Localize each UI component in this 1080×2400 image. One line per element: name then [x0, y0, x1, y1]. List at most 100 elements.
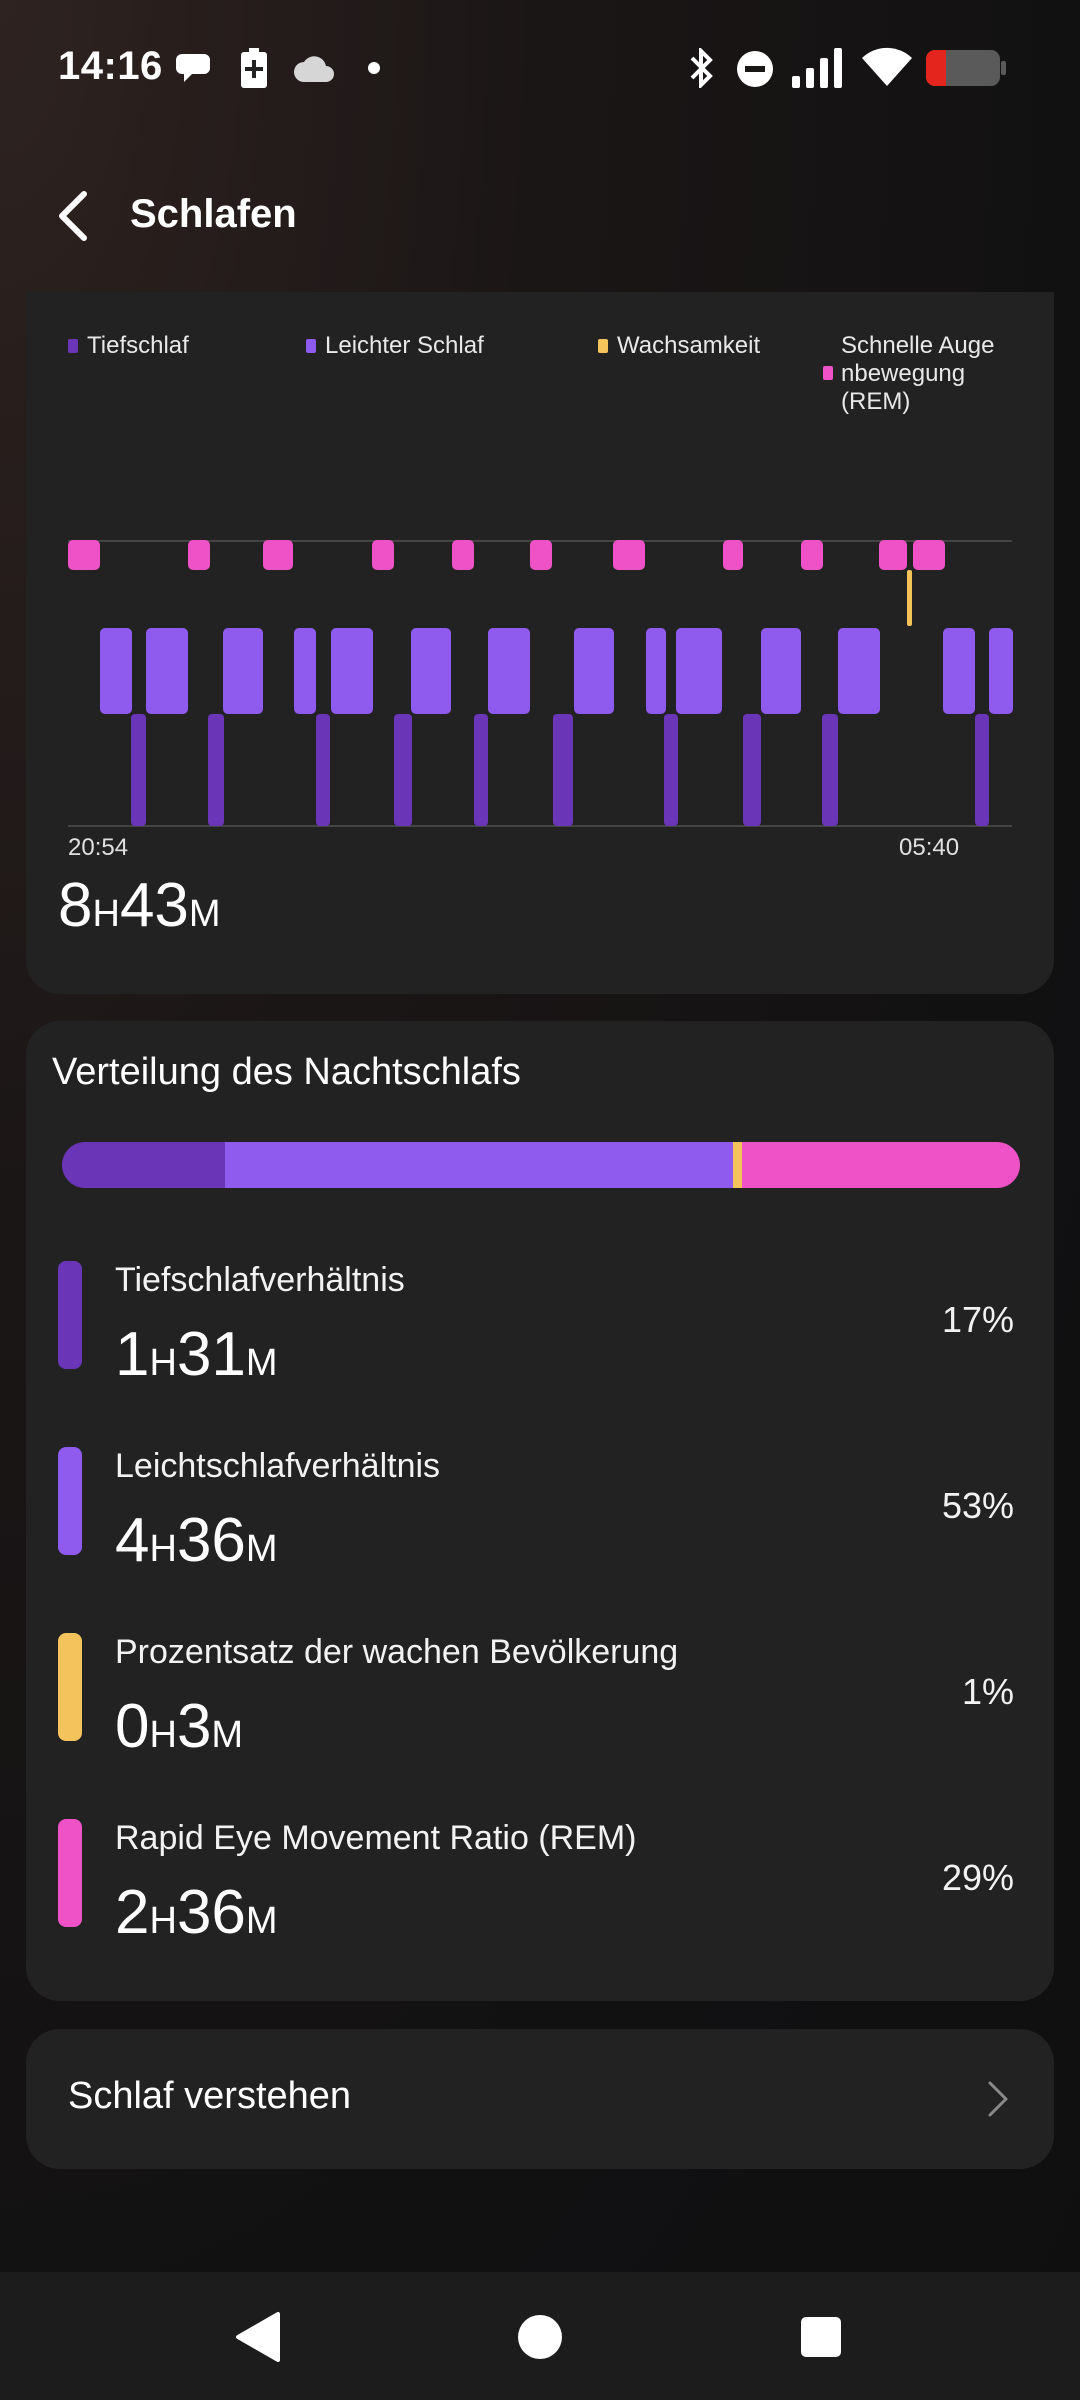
back-triangle-icon[interactable] [224, 2302, 294, 2372]
light-segment [146, 628, 188, 714]
stage-duration: 0H3M [115, 1691, 243, 1762]
rem-segment [879, 540, 907, 570]
recents-square-icon[interactable] [786, 2302, 856, 2372]
stage-label: Prozentsatz der wachen Bevölkerung [115, 1633, 679, 1671]
legend-swatch-awake [598, 339, 608, 353]
stage-row-deep[interactable]: Tiefschlafverhältnis 1H31M 17% [26, 1261, 1054, 1421]
stage-row-awake[interactable]: Prozentsatz der wachen Bevölkerung 0H3M … [26, 1633, 1054, 1793]
chevron-right-icon [988, 2081, 1008, 2117]
chart-end-time: 05:40 [899, 834, 960, 861]
total-hours-unit: H [92, 893, 120, 935]
stage-swatch-deep [58, 1261, 82, 1369]
sleep-chart-card: Tiefschlaf Leichter Schlaf Wachsamkeit S… [26, 292, 1054, 994]
stage-duration: 1H31M [115, 1319, 278, 1390]
signal-icon [792, 48, 842, 88]
stage-row-light[interactable]: Leichtschlafverhältnis 4H36M 53% [26, 1447, 1054, 1607]
rem-segment [372, 540, 394, 570]
stage-minutes-unit: M [211, 1714, 244, 1756]
stage-percent: 29% [941, 1857, 1014, 1898]
stage-swatch-light [58, 1447, 82, 1555]
sleep-stages-chart [68, 540, 1013, 827]
stage-minutes-unit: M [245, 1900, 278, 1942]
stage-duration: 4H36M [115, 1505, 278, 1576]
understand-sleep-label: Schlaf verstehen [68, 2075, 352, 2117]
rem-segment [801, 540, 823, 570]
home-circle-icon[interactable] [505, 2302, 575, 2372]
deep-segment [208, 714, 224, 826]
stage-label: Tiefschlafverhältnis [115, 1261, 405, 1299]
deep-segment [822, 714, 838, 826]
sleep-distribution-card: Verteilung des Nachtschlafs Tiefschlafve… [26, 1021, 1054, 2001]
awake-segment [907, 570, 912, 626]
chat-bubble-icon [176, 54, 210, 82]
stage-hours: 0 [115, 1692, 150, 1761]
stage-minutes-unit: M [245, 1528, 278, 1570]
distribution-title: Verteilung des Nachtschlafs [52, 1051, 521, 1093]
light-segment [676, 628, 722, 714]
light-segment [294, 628, 316, 714]
distribution-segment-rem [742, 1142, 1020, 1188]
rem-segment [68, 540, 100, 570]
deep-segment [316, 714, 330, 826]
stage-percent: 53% [941, 1485, 1014, 1526]
legend-swatch-deep [68, 339, 78, 353]
legend-rem-line1: Schnelle Auge [841, 332, 995, 359]
dot-icon [368, 62, 380, 74]
stage-minutes: 31 [176, 1320, 246, 1389]
rem-segment [913, 540, 945, 570]
light-segment [838, 628, 880, 714]
stage-hours-unit: H [149, 1342, 177, 1384]
stage-duration: 2H36M [115, 1877, 278, 1948]
battery-icon [926, 50, 1006, 86]
legend-deep: Tiefschlaf [87, 332, 189, 359]
legend-rem-line2: nbewegung [841, 360, 966, 387]
stage-hours-unit: H [149, 1900, 177, 1942]
back-arrow-icon[interactable] [40, 180, 110, 250]
distribution-segment-light [224, 1142, 733, 1188]
wifi-icon [862, 47, 912, 86]
battery-saver-icon [241, 48, 267, 88]
rem-segment [723, 540, 743, 570]
chart-start-time: 20:54 [68, 834, 129, 861]
legend-awake: Wachsamkeit [617, 332, 761, 359]
do-not-disturb-icon [737, 51, 773, 87]
legend-swatch-rem [823, 366, 833, 380]
distribution-bar [62, 1142, 1020, 1188]
stage-hours: 1 [115, 1320, 150, 1389]
light-segment [331, 628, 373, 714]
stage-label: Rapid Eye Movement Ratio (REM) [115, 1819, 637, 1857]
stage-swatch-awake [58, 1633, 82, 1741]
rem-segment [263, 540, 293, 570]
deep-segment [975, 714, 989, 826]
legend-light: Leichter Schlaf [325, 332, 484, 359]
light-segment [488, 628, 530, 714]
stage-minutes: 36 [176, 1506, 246, 1575]
light-segment [100, 628, 132, 714]
stage-percent: 17% [941, 1299, 1014, 1340]
stage-minutes-unit: M [245, 1342, 278, 1384]
distribution-segment-awake [732, 1142, 743, 1188]
deep-segment [664, 714, 678, 826]
stage-hours: 2 [115, 1878, 150, 1947]
total-hours: 8 [58, 871, 93, 940]
light-segment [574, 628, 614, 714]
legend-rem-line3: (REM) [841, 388, 911, 415]
status-time: 14:16 [58, 44, 163, 88]
light-segment [646, 628, 666, 714]
rem-segment [188, 540, 210, 570]
light-segment [943, 628, 975, 714]
light-segment [761, 628, 801, 714]
bluetooth-icon [690, 48, 713, 88]
total-minutes: 43 [119, 871, 189, 940]
understand-sleep-link[interactable]: Schlaf verstehen [26, 2029, 1054, 2169]
stage-hours: 4 [115, 1506, 150, 1575]
system-nav-bar [0, 2272, 1080, 2400]
stage-minutes: 36 [176, 1878, 246, 1947]
stage-row-rem[interactable]: Rapid Eye Movement Ratio (REM) 2H36M 29% [26, 1819, 1054, 1979]
deep-segment [394, 714, 412, 826]
page-title: Schlafen [130, 192, 297, 236]
stage-hours-unit: H [149, 1714, 177, 1756]
rem-segment [452, 540, 474, 570]
total-sleep-duration: 8H43M [58, 870, 221, 941]
deep-segment [553, 714, 573, 826]
